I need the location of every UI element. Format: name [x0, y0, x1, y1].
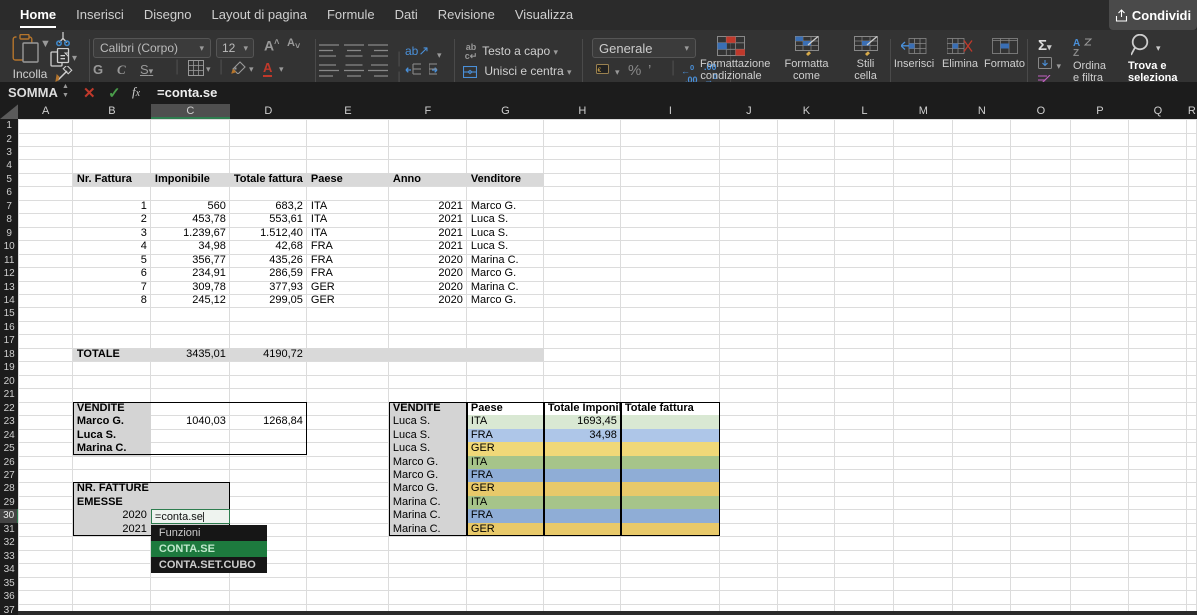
- svg-text:▼: ▼: [40, 38, 50, 50]
- svg-text:▾: ▾: [72, 53, 77, 64]
- svg-text:Z: Z: [1073, 48, 1079, 57]
- svg-text:€: €: [598, 67, 602, 74]
